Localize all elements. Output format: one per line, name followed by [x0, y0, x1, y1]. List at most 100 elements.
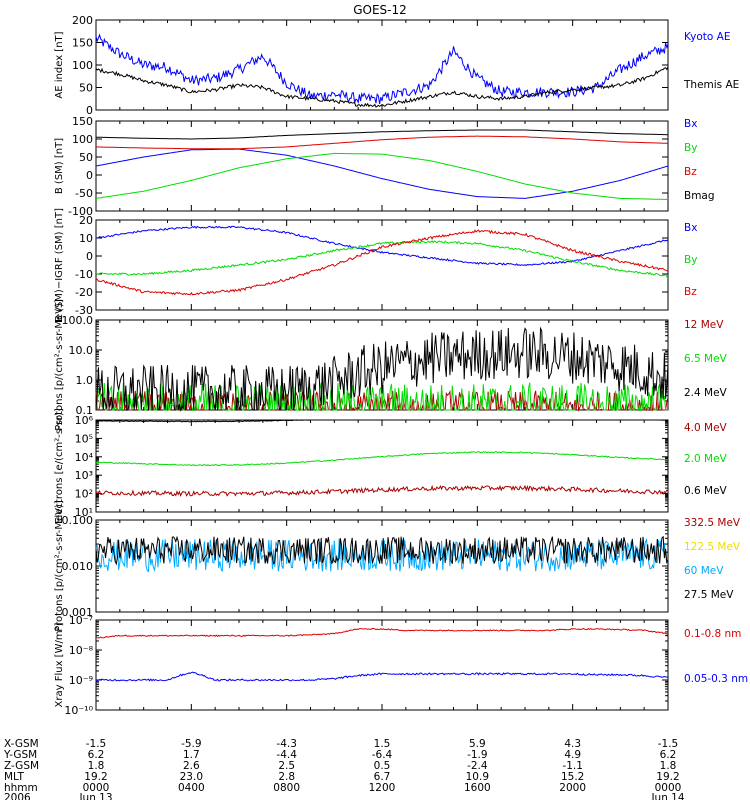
- bottom-cell: 2.8: [278, 771, 295, 783]
- y-tick-label: 10: [79, 232, 93, 245]
- bottom-cell: -6.4: [372, 749, 393, 761]
- bottom-cell: 6.7: [374, 771, 391, 783]
- panel-1: 0 50 100 150 200 AE index [nT] Kyoto AE Themis …: [54, 14, 739, 117]
- y-tick-label: 10⁻¹⁰: [64, 704, 93, 717]
- panel-frame: [95, 120, 669, 212]
- legend-entry: 4.0 MeV: [684, 422, 728, 434]
- y-tick-label: -10: [75, 268, 93, 281]
- legend-entry: By: [684, 142, 697, 154]
- bottom-cell: 0000: [83, 782, 110, 794]
- y-axis-label: Protons [p/(cm²-s-sr-MeV)]: [54, 299, 65, 431]
- bottom-cell: -4.4: [276, 749, 297, 761]
- bottom-cell: Jun 14: [650, 792, 684, 800]
- bottom-cell: 0000: [655, 782, 682, 794]
- series-line-2-0-mev: [95, 451, 669, 467]
- series-line-0-6-mev: [95, 419, 668, 423]
- bottom-cell: -1.1: [562, 760, 583, 772]
- y-axis-label: Xray Flux [W/m²]: [54, 622, 65, 707]
- bottom-cell: 23.0: [180, 771, 203, 783]
- series-line-bx: [95, 225, 669, 267]
- y-tick-label: 50: [79, 151, 93, 164]
- legend-entry: Kyoto AE: [684, 31, 730, 43]
- y-tick-label: 0.010: [62, 560, 94, 573]
- bottom-cell: 10.9: [466, 771, 489, 783]
- series-line-bz: [95, 229, 669, 296]
- series-line-by: [95, 240, 669, 278]
- legend-entry: 0.05-0.3 nm: [684, 673, 748, 685]
- bottom-cell: 0800: [273, 782, 300, 794]
- bottom-cell: 19.2: [84, 771, 107, 783]
- bottom-cell: 1200: [369, 782, 396, 794]
- series-line-bmag: [96, 129, 668, 140]
- y-axis-label: Electrons [e/(cm²-s-sr)]: [54, 408, 65, 524]
- legend-entry: Themis AE: [683, 79, 739, 91]
- y-tick-label: 100.0: [62, 314, 94, 327]
- y-tick-label: 0.001: [62, 606, 94, 619]
- panel-frame: [95, 419, 669, 513]
- y-tick-label: 0.1: [76, 404, 94, 417]
- bottom-cell: Jun 13: [78, 792, 112, 800]
- legend-entry: 6.5 MeV: [684, 353, 728, 365]
- bottom-cell: 1.7: [183, 749, 200, 761]
- y-tick-label: 10⁻⁹: [69, 674, 93, 687]
- y-axis-label: AE index [nT]: [54, 31, 65, 98]
- legend-entry: By: [684, 254, 697, 266]
- bottom-cell: 6.2: [88, 749, 105, 761]
- bottom-axis-table: X-GSMY-GSMZ-GSMMLThhmm2006-1.56.21.819.2…: [3, 738, 685, 800]
- legend-entry: 332.5 MeV: [684, 517, 741, 529]
- series-line-bz: [96, 135, 668, 150]
- y-tick-label: 150: [72, 115, 93, 128]
- series-line-kyoto-ae: [95, 33, 669, 104]
- y-tick-label: 10²: [75, 488, 93, 501]
- series-line-2-4-mev: [95, 326, 669, 412]
- panel-frame: [95, 19, 669, 111]
- y-tick-label: 1.0: [76, 374, 94, 387]
- series-line-6-5-mev: [95, 382, 669, 412]
- bottom-cell: 2000: [559, 782, 586, 794]
- panel-frame: [95, 219, 669, 311]
- series-line-4-0-mev: [95, 484, 669, 497]
- y-tick-label: 0: [86, 104, 93, 117]
- series-line-themis-ae: [95, 66, 669, 108]
- y-axis-label: B (SM) [nT]: [54, 138, 65, 194]
- y-tick-label: 150: [72, 37, 93, 50]
- series-line-0-1-0-8-nm: [95, 627, 669, 639]
- bottom-cell: 19.2: [656, 771, 679, 783]
- y-tick-label: 10³: [75, 469, 93, 482]
- bottom-row-label: Y-GSM: [3, 749, 37, 761]
- y-tick-label: 10¹: [75, 506, 93, 519]
- y-tick-label: 20: [79, 214, 93, 227]
- panel-frame: [95, 519, 669, 613]
- bottom-cell: 15.2: [561, 771, 584, 783]
- bottom-cell: -1.5: [86, 738, 107, 750]
- bottom-row-label: Z-GSM: [4, 760, 39, 772]
- bottom-cell: 4.9: [564, 749, 581, 761]
- y-tick-label: 0.100: [62, 514, 94, 527]
- bottom-cell: 2.6: [183, 760, 200, 772]
- y-tick-label: 10⁶: [75, 414, 94, 427]
- bottom-row-label: MLT: [4, 771, 24, 783]
- legend-entry: Bz: [684, 286, 697, 298]
- y-tick-label: 50: [79, 82, 93, 95]
- series-line-27-5-mev: [95, 535, 669, 566]
- y-tick-label: -100: [68, 205, 93, 218]
- y-tick-label: 10⁻⁸: [69, 644, 94, 657]
- legend-entry: 0.1-0.8 nm: [684, 628, 741, 640]
- bottom-cell: 1.5: [374, 738, 391, 750]
- bottom-row-label: X-GSM: [4, 738, 39, 750]
- bottom-cell: -4.3: [276, 738, 297, 750]
- y-tick-label: 200: [72, 14, 93, 27]
- bottom-cell: 1.8: [660, 760, 677, 772]
- legend-entry: Bx: [684, 222, 697, 234]
- legend-entry: 27.5 MeV: [684, 589, 734, 601]
- legend-entry: 122.5 MeV: [684, 541, 741, 553]
- bottom-cell: -1.9: [467, 749, 488, 761]
- bottom-cell: -5.9: [181, 738, 202, 750]
- bottom-cell: -1.5: [658, 738, 679, 750]
- bottom-cell: 1.8: [88, 760, 105, 772]
- y-tick-label: 10⁵: [75, 432, 93, 445]
- series-line-0-05-0-3-nm: [95, 671, 669, 682]
